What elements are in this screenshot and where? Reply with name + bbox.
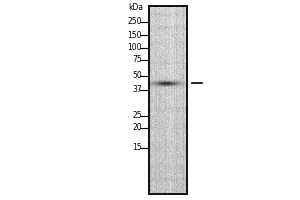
Text: kDa: kDa	[128, 3, 143, 12]
Text: 250: 250	[128, 18, 142, 26]
Text: 25: 25	[132, 112, 142, 120]
Text: 150: 150	[128, 30, 142, 40]
Text: 20: 20	[132, 123, 142, 132]
Text: 75: 75	[132, 55, 142, 64]
Text: 100: 100	[128, 44, 142, 52]
Text: 50: 50	[132, 72, 142, 80]
Text: 37: 37	[132, 86, 142, 95]
Text: 15: 15	[132, 144, 142, 152]
